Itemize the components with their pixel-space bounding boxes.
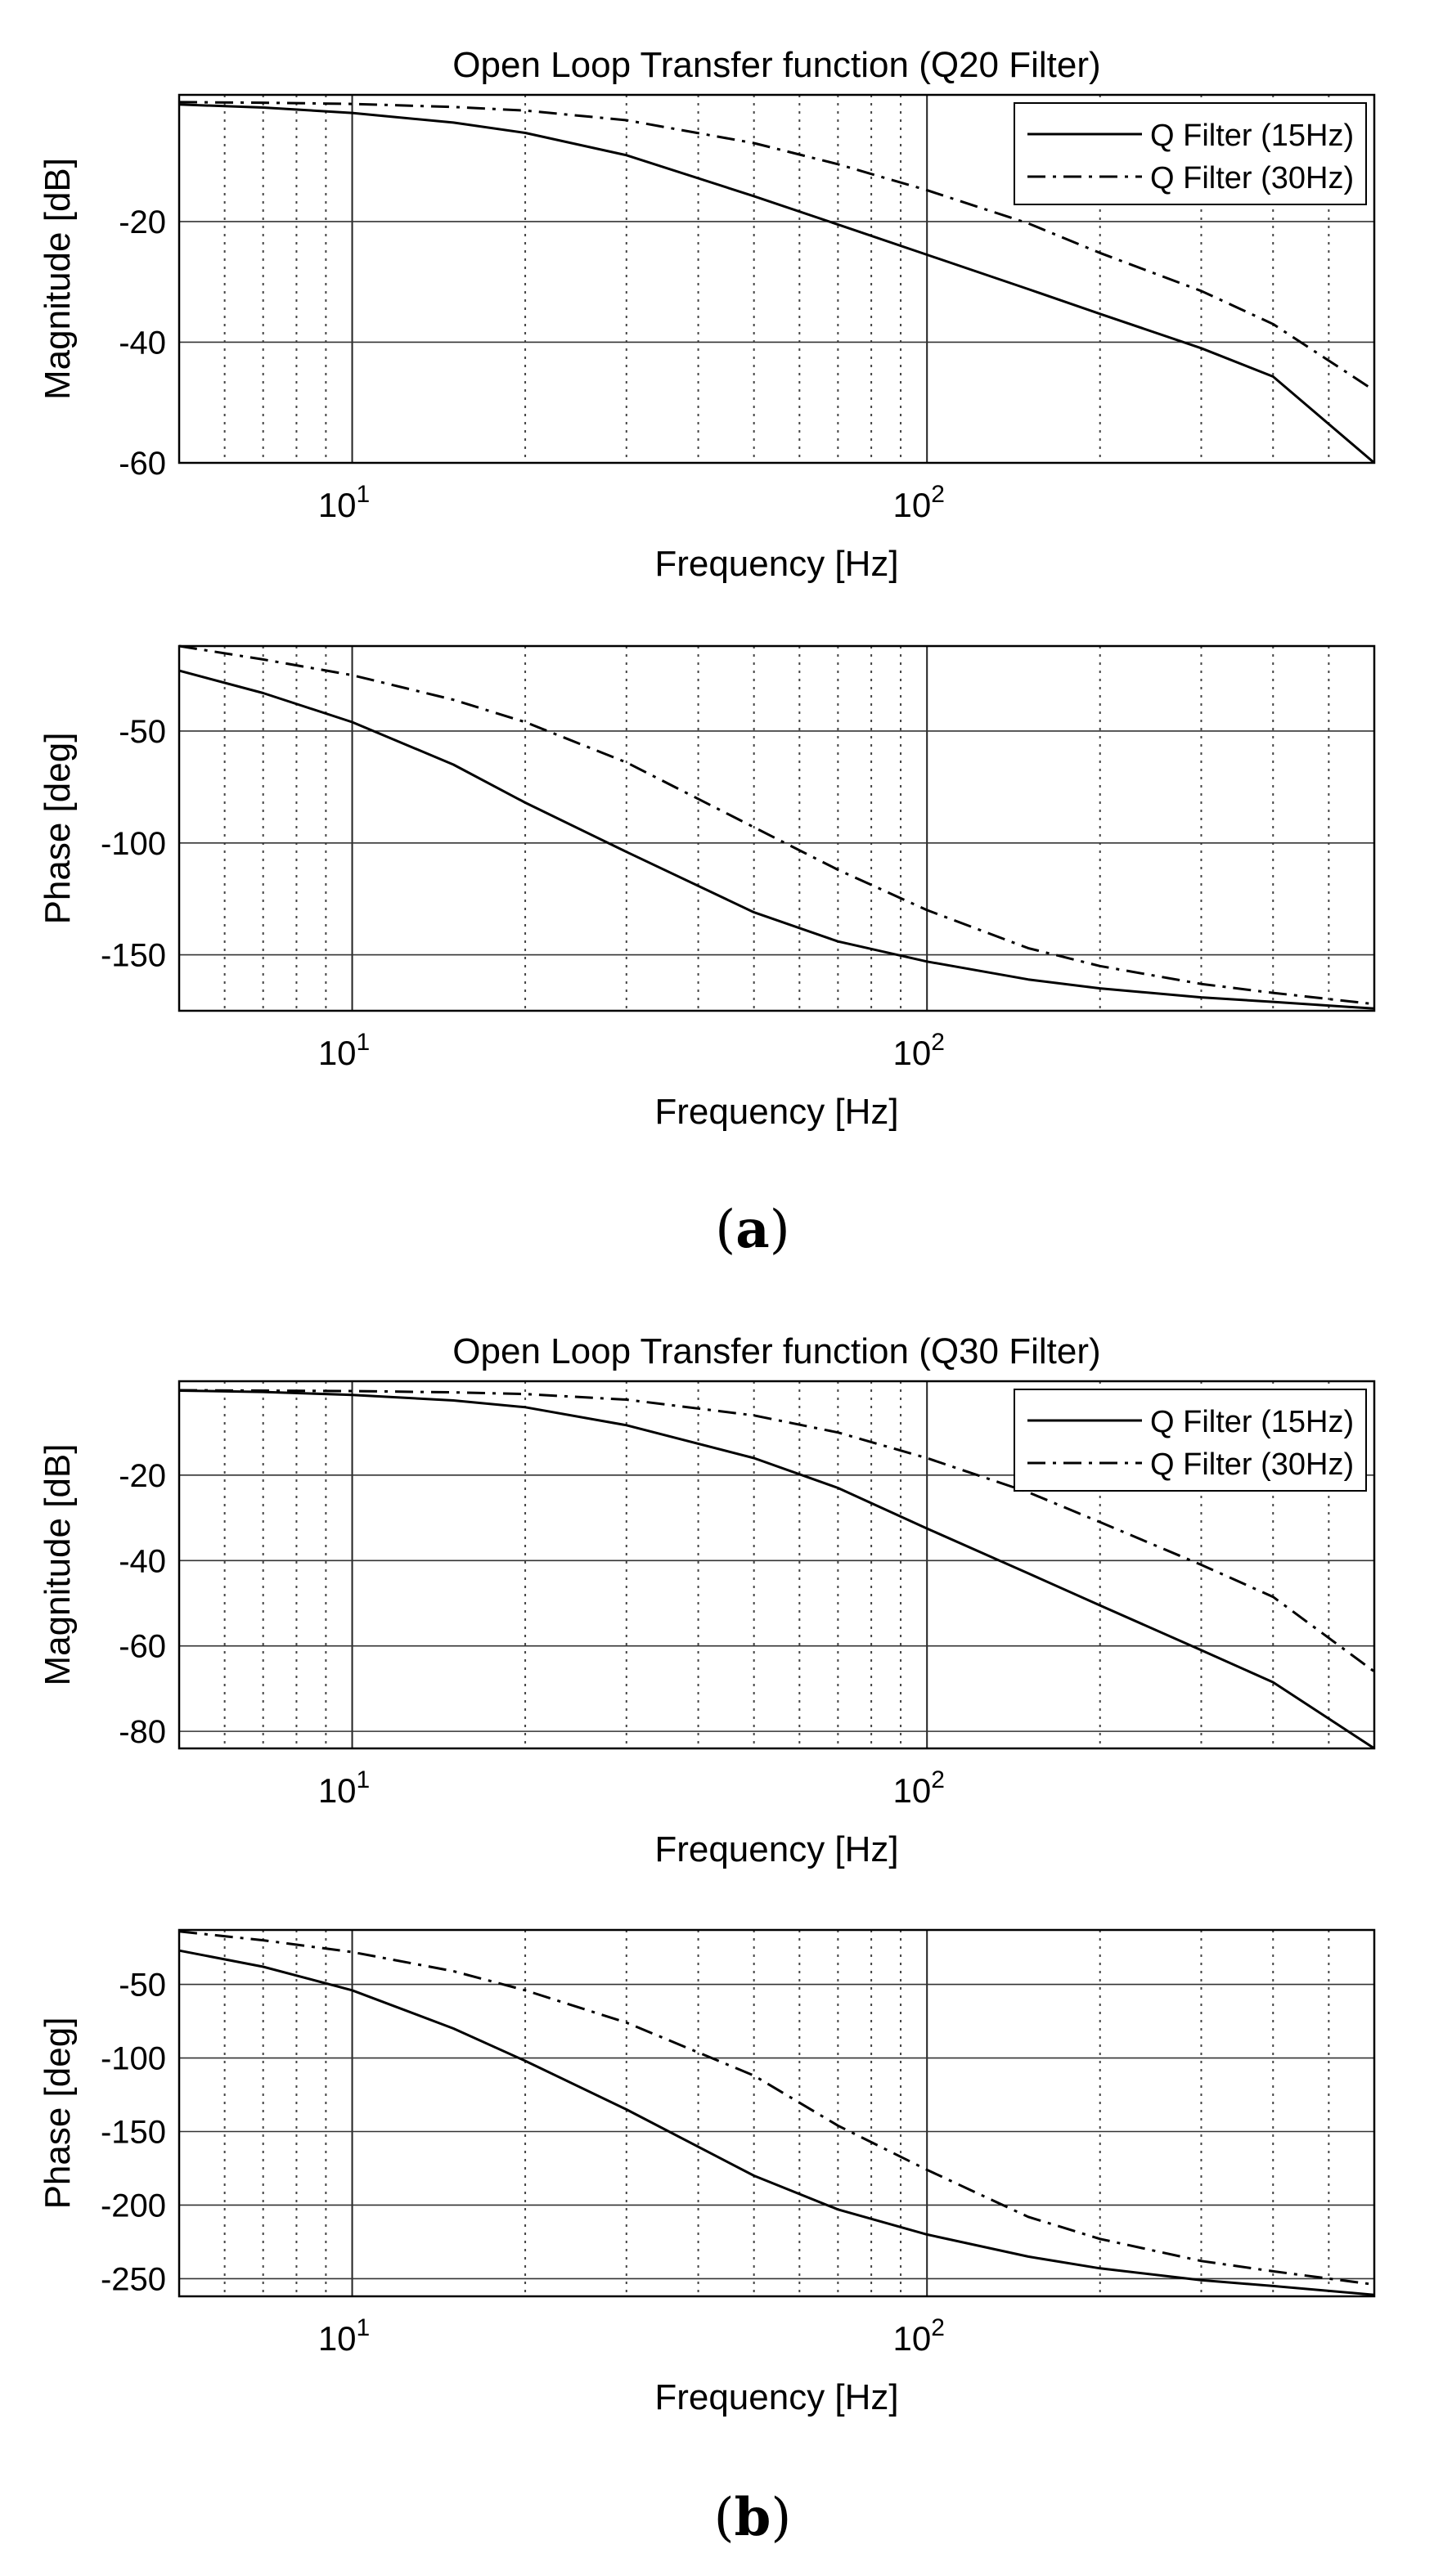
x-tick-base: 10 [893, 1771, 932, 1810]
legend: Q Filter (15Hz) Q Filter (30Hz) [1014, 102, 1367, 205]
y-tick-label: -80 [119, 1714, 166, 1750]
y-axis-label: Magnitude [dB] [38, 158, 78, 400]
y-tick-label: -40 [119, 1543, 166, 1579]
y-tick-label: -60 [119, 446, 166, 482]
y-tick-label: -60 [119, 1629, 166, 1665]
panel-label-a-letter: a [735, 1199, 769, 1260]
y-tick-label: -50 [119, 1968, 166, 2004]
series-line-1 [178, 103, 1375, 464]
x-tick-exponent: 1 [357, 2314, 371, 2341]
x-tick-exponent: 2 [931, 481, 945, 508]
y-tick-label: -150 [101, 2114, 166, 2150]
panel-label-b-letter: b [735, 2487, 771, 2548]
chart-title: Open Loop Transfer function (Q30 Filter) [452, 1331, 1100, 1371]
panel-label-a: (a) [715, 1199, 789, 1260]
x-tick-exponent: 1 [357, 481, 371, 508]
y-tick-label: -100 [101, 2041, 166, 2077]
x-axis-label: Frequency [Hz] [654, 1829, 898, 1869]
series-line-1 [178, 1389, 1375, 1750]
x-axis-label: Frequency [Hz] [654, 2377, 898, 2417]
plot-frame [178, 1928, 1376, 2298]
x-tick-label: 101 [318, 2314, 370, 2358]
panel-label-b: (b) [714, 2487, 792, 2548]
plot-frame [178, 93, 1376, 464]
x-tick-exponent: 2 [931, 2314, 945, 2341]
x-tick-base: 10 [318, 486, 357, 524]
x-tick-base: 10 [318, 1034, 357, 1072]
x-tick-label: 101 [318, 1029, 370, 1072]
series-line-1 [178, 669, 1375, 1010]
x-tick-base: 10 [318, 1771, 357, 1810]
legend-label-1: Q Filter (15Hz) [1150, 119, 1354, 153]
y-tick-label: -150 [101, 938, 166, 974]
x-tick-exponent: 2 [931, 1766, 945, 1793]
legend-box [1014, 1389, 1367, 1492]
y-axis-label: Phase [deg] [38, 2017, 78, 2210]
x-tick-base: 10 [893, 486, 932, 524]
legend-label-1: Q Filter (15Hz) [1150, 1405, 1354, 1439]
y-axis-label: Phase [deg] [38, 733, 78, 925]
x-axis-label: Frequency [Hz] [654, 544, 898, 584]
x-tick-base: 10 [893, 1034, 932, 1072]
x-tick-label: 102 [893, 481, 945, 524]
series-line-2 [178, 644, 1375, 1006]
y-tick-label: -250 [101, 2261, 166, 2297]
x-tick-exponent: 1 [357, 1029, 371, 1056]
y-tick-label: -200 [101, 2188, 166, 2224]
series-line-2 [178, 1930, 1375, 2287]
legend-label-2: Q Filter (30Hz) [1150, 161, 1354, 195]
plot-frame [178, 644, 1376, 1012]
series-line-1 [178, 1949, 1375, 2296]
series-line-2 [178, 1389, 1375, 1673]
x-tick-label: 102 [893, 1029, 945, 1072]
series-line-2 [178, 101, 1375, 392]
x-tick-exponent: 2 [931, 1029, 945, 1056]
x-tick-label: 101 [318, 1766, 370, 1810]
x-axis-label: Frequency [Hz] [654, 1092, 898, 1132]
x-tick-exponent: 1 [357, 1766, 371, 1793]
y-tick-label: -20 [119, 204, 166, 240]
chart-title: Open Loop Transfer function (Q20 Filter) [452, 45, 1100, 85]
legend-label-2: Q Filter (30Hz) [1150, 1447, 1354, 1482]
legend: Q Filter (15Hz) Q Filter (30Hz) [1014, 1389, 1367, 1492]
x-tick-label: 102 [893, 2314, 945, 2358]
y-tick-label: -50 [119, 714, 166, 750]
x-tick-base: 10 [318, 2319, 357, 2358]
plot-frame [178, 1380, 1376, 1750]
x-tick-base: 10 [893, 2319, 932, 2358]
x-tick-label: 101 [318, 481, 370, 524]
x-tick-label: 102 [893, 1766, 945, 1810]
y-tick-label: -20 [119, 1458, 166, 1494]
y-axis-label: Magnitude [dB] [38, 1444, 78, 1686]
y-tick-label: -40 [119, 325, 166, 361]
legend-box [1014, 102, 1367, 205]
y-tick-label: -100 [101, 826, 166, 862]
